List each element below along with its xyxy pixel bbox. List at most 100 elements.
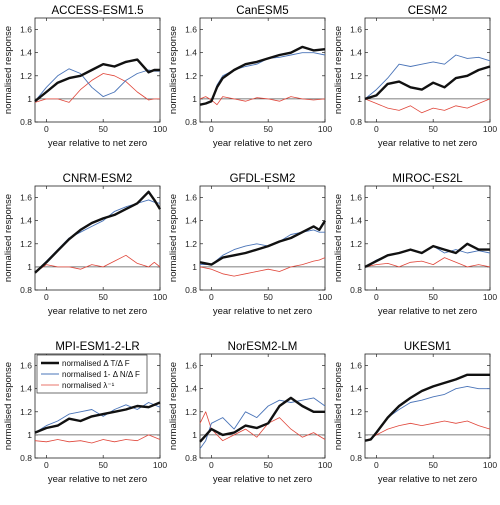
- series-line-lam: [34, 254, 161, 274]
- x-tick-label: 100: [318, 460, 332, 470]
- legend-label-dN: normalised 1- Δ N/Δ F: [62, 370, 140, 379]
- x-axis-label: year relative to net zero: [378, 306, 477, 317]
- axes-box: [34, 353, 161, 459]
- panel-title: ACCESS-ESM1.5: [51, 5, 143, 17]
- panel-title: CanESM5: [236, 5, 288, 17]
- y-tick-label: 0.8: [185, 117, 197, 127]
- panel-3: CESM2 0.8 1 1.2 1.4 1.6 0 50 100 year relative to…: [333, 5, 497, 149]
- y-tick-label: 1.2: [20, 407, 32, 417]
- series-line-dT: [364, 65, 491, 101]
- x-tick-label: 0: [44, 124, 49, 134]
- y-tick-label: 0.8: [350, 285, 362, 295]
- series-line-dT: [34, 58, 160, 103]
- series-line-dN: [364, 54, 491, 100]
- series-line-dN: [34, 402, 161, 433]
- x-tick-label: 50: [98, 460, 108, 470]
- panel-title: UKESM1: [404, 341, 451, 353]
- y-tick-label: 0.8: [20, 453, 32, 463]
- series-line-lam: [364, 257, 491, 268]
- y-axis-label: normalised response: [168, 194, 179, 282]
- y-tick-label: 1.2: [350, 239, 362, 249]
- y-tick-label: 1.6: [350, 361, 362, 371]
- x-tick-label: 0: [209, 292, 214, 302]
- series-line-dT: [199, 220, 327, 266]
- y-tick-label: 1.2: [185, 71, 197, 81]
- x-tick-label: 100: [483, 124, 497, 134]
- x-tick-label: 0: [44, 292, 49, 302]
- panel-title: CESM2: [408, 5, 448, 17]
- y-tick-label: 1.6: [185, 25, 197, 35]
- series-line-lam: [34, 434, 161, 444]
- legend-label-dT: normalised Δ T/Δ F: [62, 359, 130, 368]
- y-axis-label: normalised response: [333, 26, 344, 114]
- y-tick-label: 1.4: [185, 48, 197, 58]
- y-tick-label: 1.2: [350, 407, 362, 417]
- x-tick-label: 50: [263, 124, 273, 134]
- y-tick-label: 1: [192, 430, 197, 440]
- x-tick-label: 100: [153, 460, 167, 470]
- legend-label-lam: normalised λ⁻¹: [62, 381, 115, 390]
- y-tick-label: 1.4: [350, 48, 362, 58]
- y-tick-label: 1.6: [350, 193, 362, 203]
- y-tick-label: 1.4: [185, 384, 197, 394]
- y-tick-label: 1.6: [350, 25, 362, 35]
- panel-7: MPI-ESM1-2-LR 0.8 1 1.2 1.4 1.6 0 50 100 year rel…: [3, 341, 167, 485]
- series-line-dT: [199, 45, 326, 106]
- x-tick-label: 100: [318, 124, 332, 134]
- panel-title: MIROC-ES2L: [392, 173, 463, 185]
- x-axis-label: year relative to net zero: [213, 474, 312, 485]
- y-tick-label: 1.4: [185, 216, 197, 226]
- series-line-dN: [34, 199, 161, 274]
- y-tick-label: 0.8: [350, 453, 362, 463]
- x-tick-label: 50: [263, 460, 273, 470]
- y-tick-label: 1.2: [185, 407, 197, 417]
- y-tick-label: 1: [357, 430, 362, 440]
- x-tick-label: 0: [374, 292, 379, 302]
- x-axis-label: year relative to net zero: [48, 138, 147, 149]
- x-axis-label: year relative to net zero: [48, 306, 147, 317]
- y-tick-label: 0.8: [20, 285, 32, 295]
- panel-9: UKESM1 0.8 1 1.2 1.4 1.6 0 50 100 year relative t…: [333, 341, 497, 485]
- axes-box: [199, 353, 326, 459]
- series-line-dN: [34, 68, 160, 102]
- y-tick-label: 1: [27, 94, 32, 104]
- y-tick-label: 0.8: [20, 117, 32, 127]
- x-tick-label: 50: [428, 460, 438, 470]
- y-tick-label: 1.4: [350, 384, 362, 394]
- x-axis-label: year relative to net zero: [213, 306, 312, 317]
- y-tick-label: 1.6: [20, 193, 32, 203]
- x-tick-label: 0: [44, 460, 49, 470]
- y-tick-label: 1.6: [20, 361, 32, 371]
- y-axis-label: normalised response: [3, 194, 14, 282]
- y-tick-label: 1.4: [20, 48, 32, 58]
- y-tick-label: 1: [357, 94, 362, 104]
- panel-title: CNRM-ESM2: [63, 173, 133, 185]
- series-line-dT: [34, 190, 162, 274]
- panel-1: ACCESS-ESM1.5 0.8 1 1.2 1.4 1.6 0 50 100 year rel…: [3, 5, 167, 149]
- y-axis-label: normalised response: [3, 26, 14, 114]
- series-line-lam: [199, 96, 326, 106]
- x-tick-label: 0: [374, 124, 379, 134]
- x-tick-label: 100: [318, 292, 332, 302]
- panel-5: GFDL-ESM2 0.8 1 1.2 1.4 1.6 0 50 100 year relativ…: [168, 173, 332, 317]
- y-tick-label: 1.2: [20, 239, 32, 249]
- axes-box: [199, 185, 326, 291]
- series-line-dT: [199, 396, 325, 443]
- y-axis-label: normalised response: [168, 26, 179, 114]
- y-tick-label: 1.6: [185, 193, 197, 203]
- panel-8: NorESM2-LM 0.8 1 1.2 1.4 1.6 0 50 100 year relati…: [168, 341, 332, 485]
- y-tick-label: 1.2: [350, 71, 362, 81]
- x-tick-label: 0: [209, 124, 214, 134]
- series-line-dN: [364, 385, 490, 442]
- x-axis-label: year relative to net zero: [378, 138, 477, 149]
- x-tick-label: 100: [153, 292, 167, 302]
- y-tick-label: 1: [192, 94, 197, 104]
- y-tick-label: 1: [357, 262, 362, 272]
- x-tick-label: 0: [374, 460, 379, 470]
- y-axis-label: normalised response: [168, 362, 179, 450]
- panel-6: MIROC-ES2L 0.8 1 1.2 1.4 1.6 0 50 100 year relati…: [333, 173, 497, 317]
- y-axis-label: normalised response: [333, 194, 344, 282]
- x-tick-label: 50: [428, 292, 438, 302]
- legend: normalised Δ T/Δ F normalised 1- Δ N/Δ F n…: [36, 354, 148, 394]
